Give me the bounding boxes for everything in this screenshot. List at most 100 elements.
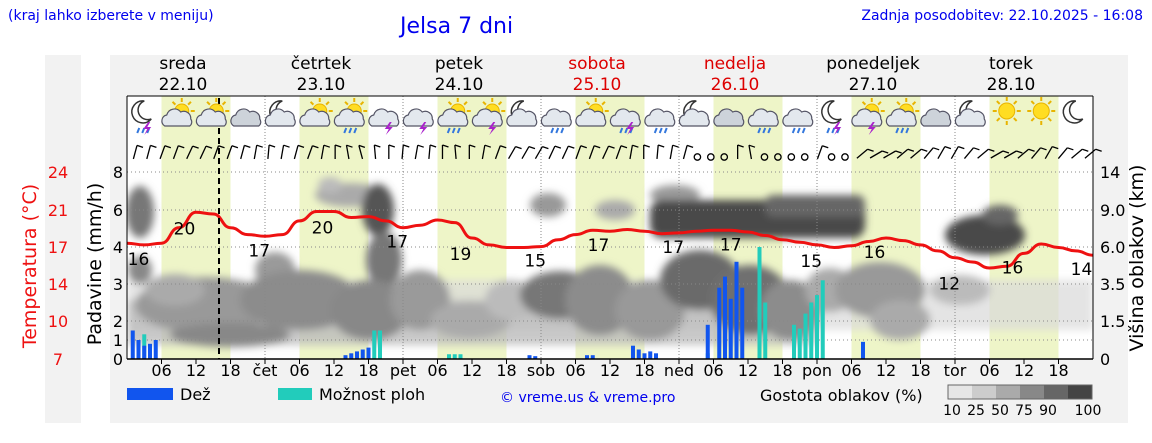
rain-bar — [642, 353, 647, 359]
rain-bar — [142, 345, 147, 359]
temperature-label: 16 — [128, 250, 150, 270]
wind-barb — [358, 144, 366, 160]
temperature-label: 15 — [524, 252, 546, 272]
x-tick-label: 06 — [565, 361, 585, 380]
showers-bar — [809, 302, 814, 359]
temperature-label: 17 — [662, 238, 684, 258]
wind-barb — [1003, 150, 1023, 159]
wind-calm — [720, 153, 729, 161]
showers-bar — [452, 354, 457, 359]
rain-bar — [130, 330, 135, 359]
wind-barb — [1084, 148, 1102, 159]
showers-bar — [792, 324, 796, 359]
rain-bar — [723, 276, 727, 359]
page-title: Jelsa 7 dni — [400, 14, 514, 39]
cloud-height-tick-label: 14 — [1100, 163, 1120, 182]
wind-barb — [682, 144, 694, 160]
temperature-line — [126, 210, 1094, 270]
credit-link[interactable]: © vreme.us & vreme.pro — [500, 390, 675, 406]
cloud-icon — [230, 108, 262, 127]
precip-tick-label: 3 — [113, 275, 123, 294]
wind-barb — [508, 145, 522, 160]
wind-barb — [1031, 147, 1047, 159]
moon-cloud-icon — [954, 100, 986, 127]
wind-barb — [602, 145, 615, 160]
temperature-axis-label: Temperatura (°C) — [19, 184, 41, 349]
wind-barb — [963, 147, 980, 159]
density-scale-border — [947, 384, 1093, 400]
wind-barb — [159, 145, 172, 160]
cloud-height-tick-label: 0 — [1100, 350, 1110, 369]
wind-barb — [240, 144, 251, 160]
temperature-tick-label: 24 — [48, 163, 68, 182]
temperature-tick-label: 21 — [48, 201, 68, 220]
wind-barb — [883, 150, 902, 159]
showers-bar — [797, 328, 802, 359]
wind-barb — [910, 148, 928, 159]
wind-barb — [373, 144, 381, 160]
sun-cloud-thunder-icon — [851, 98, 885, 135]
x-tick-label: 18 — [358, 361, 378, 380]
wind-barb — [534, 145, 549, 160]
x-tick-label: 12 — [738, 361, 758, 380]
moon-rain-thunder-icon — [821, 100, 842, 135]
day-name: sobota — [568, 54, 626, 74]
legend-showers-label: Možnost ploh — [319, 385, 425, 404]
rain-bar — [136, 340, 141, 359]
x-tick-label: 12 — [1014, 361, 1034, 380]
temperature-tick-label: 7 — [53, 350, 63, 369]
density-level-label: 90 — [1039, 403, 1057, 419]
density-level-label: 25 — [967, 403, 985, 419]
rain-bar — [153, 340, 158, 359]
precip-tick-label: 6 — [113, 201, 123, 220]
day-date: 25.10 — [573, 75, 622, 95]
wind-calm — [800, 153, 809, 161]
day-name: sreda — [159, 54, 206, 74]
sun-cloud-icon — [575, 98, 609, 127]
rain-bar — [349, 353, 354, 359]
temperature-label: 19 — [450, 245, 472, 265]
sun-cloud-thunder-icon — [471, 98, 506, 135]
cloud-height-tick-label: 6.0 — [1100, 238, 1125, 257]
rain-bar — [861, 341, 865, 359]
x-tick-label: 18 — [634, 361, 654, 380]
wind-barb — [253, 144, 263, 160]
legend-rain-swatch — [127, 388, 173, 400]
day-name: petek — [435, 54, 483, 74]
wind-barb — [856, 148, 874, 159]
wind-barb — [615, 145, 628, 160]
rain-bar — [585, 355, 589, 359]
cloud-height-tick-label: 3.5 — [1100, 275, 1125, 294]
rain-bar — [728, 298, 733, 359]
wind-barb — [669, 144, 679, 160]
sun-cloud-icon — [195, 98, 230, 127]
showers-bar — [803, 313, 808, 359]
x-tick-label: 06 — [979, 361, 999, 380]
temperature-axis: 24 21 17 14 10 7 — [48, 163, 68, 369]
showers-bar — [820, 280, 825, 359]
x-tick-label: ned — [664, 361, 694, 380]
wind-barb — [199, 145, 213, 160]
wind-barb — [172, 145, 185, 160]
day-date: 26.10 — [711, 75, 760, 95]
wind-barb — [388, 144, 396, 159]
x-tick-label: 06 — [427, 361, 447, 380]
wind-barb — [1017, 148, 1035, 159]
wind-barb — [320, 144, 331, 160]
wind-barb — [428, 144, 437, 160]
wind-barb — [345, 144, 353, 160]
density-level-label: 50 — [991, 403, 1009, 419]
showers-bar — [372, 330, 377, 359]
wind-calm — [827, 153, 836, 161]
legend: Dež Možnost ploh © vreme.us & vreme.pro … — [127, 384, 1101, 419]
x-tick-label: 18 — [1048, 361, 1068, 380]
moon-cloud-icon — [678, 100, 710, 127]
x-tick-label: pet — [390, 361, 416, 380]
legend-rain-label: Dež — [180, 385, 211, 404]
day-date: 24.10 — [435, 75, 484, 95]
region-hint[interactable]: (kraj lahko izberete v meniju) — [8, 8, 214, 24]
cloud-height-tick-label: 9.0 — [1100, 201, 1125, 220]
wind-barb — [454, 144, 462, 160]
